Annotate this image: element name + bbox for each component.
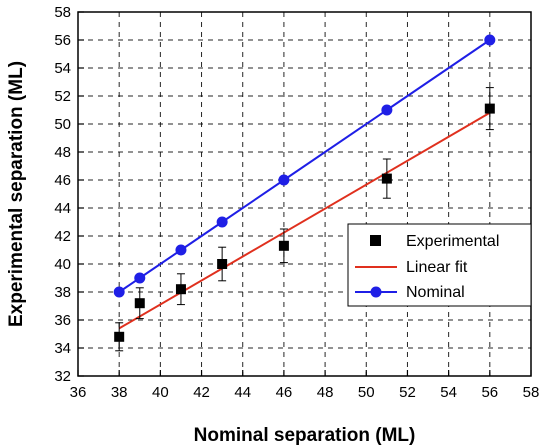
experimental-point [134, 298, 145, 309]
experimental-point [217, 259, 228, 269]
legend: Experimental Linear fit Nominal [347, 223, 532, 307]
nominal-point [278, 174, 290, 186]
y-tick-label: 54 [54, 60, 71, 77]
experimental-point [381, 173, 392, 184]
plot-frame [77, 11, 532, 377]
nominal-point [175, 244, 187, 256]
x-tick-label: 50 [358, 384, 375, 401]
nominal-point [484, 34, 496, 46]
y-tick-label: 56 [54, 32, 71, 49]
x-tick-label: 56 [481, 384, 498, 401]
y-tick-label: 46 [54, 172, 71, 189]
x-tick-label: 52 [399, 384, 416, 401]
y-tick-label: 50 [54, 116, 71, 133]
x-tick-label: 48 [317, 384, 334, 401]
nominal-point [381, 104, 393, 116]
y-axis-title: Experimental separation (ML) [6, 61, 27, 327]
experimental-point [484, 103, 495, 114]
y-tick-label: 44 [54, 200, 71, 217]
x-tick-label: 38 [111, 384, 128, 401]
y-tick-label: 34 [54, 340, 71, 357]
nominal-point [113, 286, 125, 298]
y-tick-label: 48 [54, 144, 71, 161]
y-tick-label: 36 [54, 312, 71, 329]
nominal-point [216, 216, 228, 228]
x-tick-label: 40 [152, 384, 169, 401]
y-tick-label: 58 [54, 4, 71, 21]
legend-experimental-label: Experimental [406, 233, 499, 250]
nominal-point [134, 272, 146, 284]
grid-lines [78, 12, 531, 376]
y-tick-label: 32 [54, 368, 71, 385]
y-tick-label: 52 [54, 88, 71, 105]
y-tick-label: 40 [54, 256, 71, 273]
x-tick-label: 58 [523, 384, 540, 401]
y-tick-labels: 32 34 36 38 40 42 44 46 48 50 52 54 56 58 [54, 4, 71, 385]
legend-experimental-marker [370, 235, 381, 246]
x-tick-label: 42 [193, 384, 210, 401]
plot-series [113, 34, 496, 352]
x-tick-label: 44 [234, 384, 251, 401]
experimental-point [278, 240, 289, 251]
legend-nominal-label: Nominal [406, 284, 465, 301]
x-tick-label: 54 [440, 384, 457, 401]
y-tick-label: 42 [54, 228, 71, 245]
x-tick-label: 46 [276, 384, 293, 401]
legend-nominal-marker [370, 286, 382, 298]
experimental-point [114, 331, 125, 342]
legend-linear-fit-label: Linear fit [406, 259, 468, 276]
experimental-point [175, 284, 186, 295]
x-tick-labels: 36 38 40 42 44 46 48 50 52 54 56 58 [70, 384, 540, 401]
x-tick-label: 36 [70, 384, 87, 401]
x-axis-title: Nominal separation (ML) [194, 425, 416, 446]
y-tick-label: 38 [54, 284, 71, 301]
axis-ticks [77, 11, 532, 377]
